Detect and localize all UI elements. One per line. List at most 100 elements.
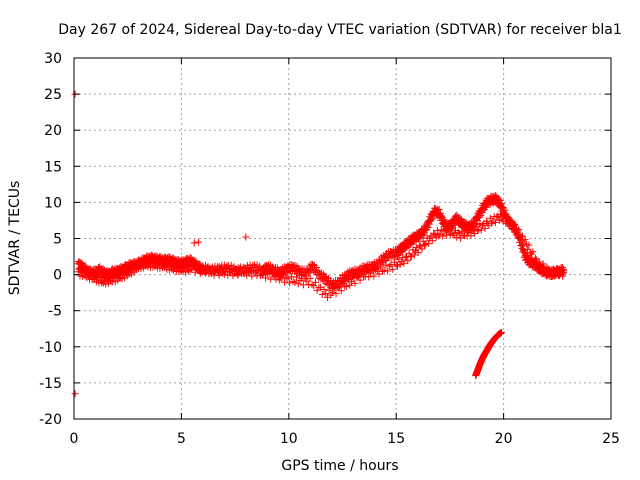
data-point [560, 268, 568, 276]
axis-ticks: 0 5 10 15 20 25 -20 -15 -10 -5 0 5 10 15 20 25 30 [39, 51, 620, 447]
data-point [293, 273, 301, 281]
data-point [332, 290, 340, 298]
data-point [311, 278, 319, 286]
data-point [385, 262, 393, 270]
data-point [358, 269, 366, 277]
data-point [454, 228, 462, 236]
data-point [428, 237, 436, 245]
data-point [208, 264, 216, 272]
data-point [467, 232, 475, 240]
data-point [231, 266, 239, 274]
y-tick-label: 15 [44, 159, 62, 175]
data-point [334, 284, 342, 292]
data-point [380, 266, 388, 274]
data-point [406, 241, 414, 249]
data-point [507, 217, 515, 225]
data-point [424, 224, 432, 232]
data-point [439, 232, 447, 240]
data-point [320, 285, 328, 293]
data-point [348, 278, 356, 286]
x-tick-label: 25 [602, 431, 620, 447]
data-points [71, 90, 568, 398]
data-point [205, 270, 213, 278]
data-point [279, 271, 287, 279]
data-point [190, 239, 198, 247]
grid [74, 58, 611, 419]
data-point [186, 266, 194, 274]
data-point [184, 267, 192, 275]
data-point [513, 229, 521, 237]
data-point [481, 224, 489, 232]
data-point [477, 226, 485, 234]
data-point [372, 266, 380, 274]
data-point [71, 390, 79, 398]
data-point [424, 239, 432, 247]
data-point [351, 279, 359, 287]
data-point [525, 241, 533, 249]
x-tick-label: 20 [495, 431, 513, 447]
data-point [410, 251, 418, 259]
data-point [384, 267, 392, 275]
data-point [535, 258, 543, 266]
data-point [473, 217, 481, 225]
data-point [220, 270, 228, 278]
data-point [368, 267, 376, 275]
data-point [393, 251, 401, 259]
data-point [289, 278, 297, 286]
data-point [207, 268, 215, 276]
y-tick-label: -20 [39, 412, 62, 428]
data-point [229, 272, 237, 280]
data-point [491, 218, 499, 226]
data-point [497, 210, 505, 218]
x-tick-label: 5 [177, 431, 186, 447]
data-point [234, 271, 242, 279]
data-point [365, 273, 373, 281]
data-point [291, 278, 299, 286]
data-point [515, 226, 523, 234]
data-point [458, 227, 466, 235]
data-point [435, 206, 443, 214]
data-point [511, 220, 519, 228]
data-point [344, 276, 352, 284]
y-tick-label: 10 [44, 195, 62, 211]
data-point [389, 265, 397, 273]
data-point [255, 266, 263, 274]
data-point [421, 241, 429, 249]
x-axis-label: GPS time / hours [281, 458, 398, 474]
x-tick-label: 10 [280, 431, 298, 447]
data-point [224, 271, 232, 279]
data-point [496, 197, 504, 205]
data-point [219, 269, 227, 277]
data-point [449, 231, 457, 239]
data-point [262, 274, 270, 282]
series-main-upper-trace [74, 192, 568, 293]
data-point [549, 266, 557, 274]
y-tick-label: 20 [44, 123, 62, 139]
data-point [286, 279, 294, 287]
chart-title: Day 267 of 2024, Sidereal Day-to-day VTE… [58, 22, 621, 38]
data-point [497, 200, 505, 208]
data-point [232, 267, 240, 275]
data-point [342, 283, 350, 291]
data-point [448, 225, 456, 233]
y-tick-label: -15 [39, 376, 62, 392]
data-point [429, 214, 437, 222]
data-point [337, 287, 345, 295]
data-point [468, 225, 476, 233]
data-point [265, 270, 273, 278]
data-point [284, 274, 292, 282]
data-point [377, 263, 385, 271]
data-point [521, 236, 529, 244]
data-point [322, 290, 330, 298]
series-negative-arc [472, 328, 505, 380]
data-point [473, 227, 481, 235]
y-tick-label: -10 [39, 340, 62, 356]
data-point [256, 272, 264, 280]
data-point [195, 264, 203, 272]
data-point [306, 274, 314, 282]
y-tick-label: -5 [48, 304, 62, 320]
data-point [222, 265, 230, 273]
y-tick-label: 30 [44, 51, 62, 67]
x-tick-label: 15 [387, 431, 405, 447]
